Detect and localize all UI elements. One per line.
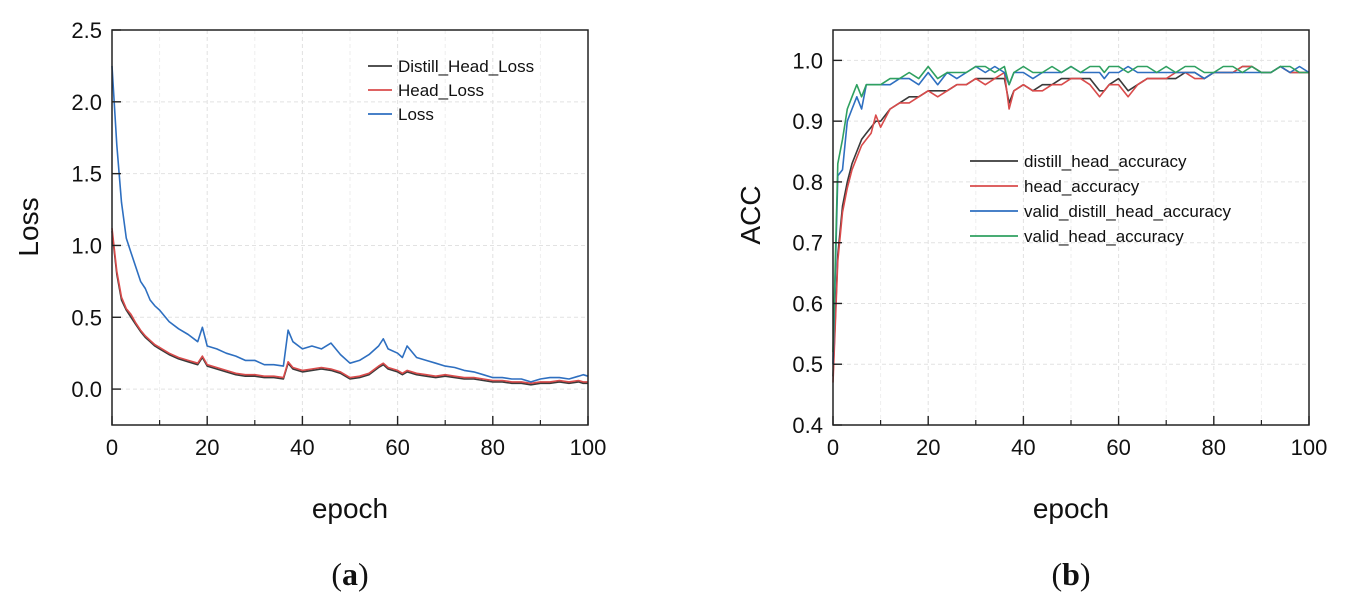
x-axis-title-a: epoch: [312, 493, 388, 524]
caption-a-letter: a: [342, 556, 358, 592]
x-tick-label: 60: [385, 435, 409, 460]
series-line-distill-head-loss: [111, 231, 588, 386]
legend-label: Distill_Head_Loss: [398, 57, 534, 76]
y-tick-label: 2.5: [71, 18, 102, 43]
y-tick-label: 1.5: [71, 162, 102, 187]
legend-label: valid_distill_head_accuracy: [1024, 202, 1231, 221]
y-tick-label: 1.0: [71, 233, 102, 258]
x-tick-label: 40: [290, 435, 314, 460]
legend-label: distill_head_accuracy: [1024, 152, 1187, 171]
x-tick-label: 100: [570, 435, 607, 460]
series-b: [832, 65, 1310, 383]
x-tick-label: 80: [481, 435, 505, 460]
y-axis-title-b: ACC: [735, 185, 766, 244]
series-a: [111, 65, 589, 386]
y-tick-label: 2.0: [71, 90, 102, 115]
y-tick-label: 0.9: [792, 109, 823, 134]
x-tick-label: 20: [916, 435, 940, 460]
y-tick-label: 0.5: [792, 352, 823, 377]
y-tick-label: 0.8: [792, 170, 823, 195]
x-tick-label: 100: [1291, 435, 1328, 460]
y-axis-title-a: Loss: [13, 197, 44, 256]
x-axis-title-b: epoch: [1033, 493, 1109, 524]
y-tick-label: 0.7: [792, 231, 823, 256]
ticks-a: 0 20 40 60 80 100 0.0 0.5 1.0 1.5 2.0 2.5: [71, 18, 606, 460]
caption-b-letter: b: [1062, 556, 1080, 592]
x-tick-label: 40: [1011, 435, 1035, 460]
legend-label: valid_head_accuracy: [1024, 227, 1184, 246]
series-line-loss: [111, 65, 589, 383]
legend-a: Distill_Head_Loss Head_Loss Loss: [368, 57, 534, 124]
y-tick-label: 0.6: [792, 291, 823, 316]
x-tick-label: 0: [106, 435, 118, 460]
series-line-valid-head-accuracy: [832, 65, 1309, 353]
y-tick-label: 1.0: [792, 48, 823, 73]
legend-label: Head_Loss: [398, 81, 484, 100]
x-tick-label: 80: [1202, 435, 1226, 460]
x-tick-label: 0: [827, 435, 839, 460]
caption-b: (b): [1051, 556, 1090, 592]
chart-panel-a: 0 20 40 60 80 100 0.0 0.5 1.0 1.5 2.0 2.5 epoch Los…: [13, 18, 606, 592]
x-tick-label: 60: [1106, 435, 1130, 460]
caption-a: (a): [331, 556, 368, 592]
y-tick-label: 0.0: [71, 377, 102, 402]
ticks-b: 0 20 40 60 80 100 0.4 0.5 0.6 0.7 0.8 0.9 1.0: [792, 48, 1327, 460]
series-line-head-loss: [111, 228, 588, 385]
legend-b: distill_head_accuracy head_accuracy valid_…: [970, 152, 1231, 246]
y-tick-label: 0.4: [792, 413, 823, 438]
y-tick-label: 0.5: [71, 305, 102, 330]
x-tick-label: 20: [195, 435, 219, 460]
legend-label: Loss: [398, 105, 434, 124]
legend-label: head_accuracy: [1024, 177, 1140, 196]
